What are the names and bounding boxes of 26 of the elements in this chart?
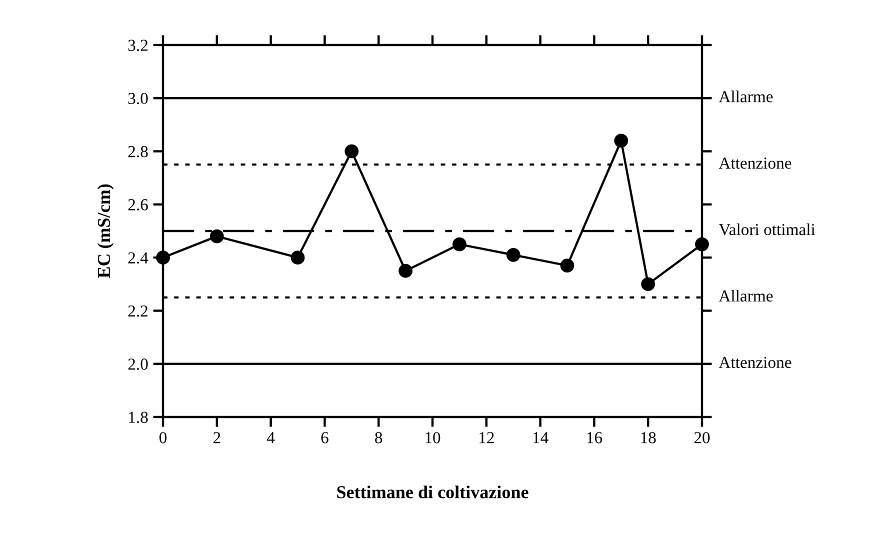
y-axis-title: EC (mS/cm) [97,184,114,278]
y-tick-label: 3.2 [128,40,148,52]
x-tick-label: 10 [426,432,440,444]
y-tick-label: 1.8 [129,412,148,424]
y-tick-label: 2.2 [128,305,148,317]
x-tick-label: 12 [480,432,494,444]
x-tick-label: 4 [266,432,275,444]
x-tick-label: 14 [533,432,548,444]
y-tick-label: 2.6 [128,199,148,210]
x-axis-title: Settimane di coltivazione [337,486,528,498]
y-tick-label: 3.0 [128,92,148,104]
x-tick-label: 2 [213,432,220,444]
x-tick-label: 8 [375,432,382,444]
ref-line-label: Valori ottimali [718,223,816,236]
ref-line-label: Allarme [718,90,773,102]
y-tick-label: 2.4 [128,252,148,264]
x-tick-label: 0 [159,432,167,444]
ref-line-label: Allarme [718,290,773,302]
x-tick-label: 20 [694,432,710,444]
x-tick-label: 18 [641,432,656,444]
x-tick-label: 16 [587,432,602,444]
y-tick-label: 2.0 [128,358,148,370]
x-tick-label: 6 [321,432,328,444]
ref-line-label: Attenzione [718,356,792,368]
ref-line-label: Attenzione [718,158,792,169]
y-tick-label: 2.8 [128,146,148,158]
